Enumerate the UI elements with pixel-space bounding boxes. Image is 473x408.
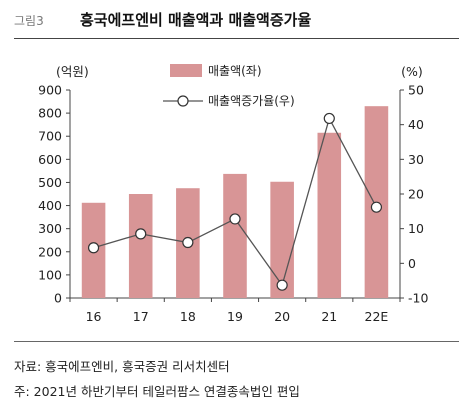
x-tick-label: 22E	[365, 309, 389, 324]
left-axis-unit: (억원)	[56, 64, 89, 79]
x-tick-label: 20	[274, 309, 290, 324]
growth-rate-point	[276, 279, 288, 291]
left-tick-label: 300	[38, 221, 62, 236]
left-tick-label: 700	[38, 129, 62, 144]
figure-title: 흥국에프엔비 매출액과 매출액증가율	[80, 11, 312, 29]
right-tick-label: 30	[408, 152, 424, 167]
legend: 매출액(좌) 매출액증가율(우)	[163, 64, 295, 108]
bar-series	[81, 106, 389, 298]
right-tick-label: -10	[408, 291, 428, 306]
bottom-divider	[14, 341, 459, 342]
legend-bar-label: 매출액(좌)	[208, 64, 262, 78]
legend-bar-swatch	[170, 64, 202, 77]
left-tick-label: 900	[38, 83, 62, 98]
growth-rate-point	[182, 236, 194, 249]
left-tick-label: 800	[38, 106, 62, 121]
right-axis-unit: (%)	[401, 64, 423, 79]
x-tick-label: 18	[180, 309, 196, 324]
right-tick-label: 20	[408, 187, 424, 202]
x-tick-label: 21	[321, 309, 337, 324]
combo-chart: 0 100 200 300 400 500 600 700 800 900 -10 0 10 20 30 40…	[38, 64, 428, 324]
left-tick-label: 500	[38, 175, 62, 190]
growth-rate-point	[323, 112, 335, 125]
x-tick-label: 17	[133, 309, 149, 324]
x-tick-label: 19	[227, 309, 243, 324]
right-tick-label: 40	[408, 117, 424, 132]
legend-line-label: 매출액증가율(우)	[208, 94, 295, 108]
top-divider	[14, 38, 459, 39]
left-tick-label: 200	[38, 244, 62, 259]
figure-label: 그림3	[14, 14, 44, 28]
footnote: 주: 2021년 하반기부터 테일러팜스 연결종속법인 편입	[14, 384, 300, 399]
legend-line-marker	[177, 95, 189, 107]
line-series	[87, 112, 383, 291]
left-tick-label: 0	[54, 291, 62, 306]
right-tick-label: 10	[408, 221, 424, 236]
growth-rate-point	[229, 213, 241, 225]
growth-rate-point	[87, 242, 100, 254]
growth-rate-point	[135, 228, 147, 240]
revenue-bar	[223, 173, 247, 298]
x-tick-label: 16	[86, 309, 102, 324]
growth-rate-point	[370, 201, 383, 213]
revenue-bar	[317, 132, 342, 298]
right-tick-label: 0	[408, 256, 416, 271]
source-note: 자료: 흥국에프엔비, 흥국증권 리서치센터	[14, 359, 230, 374]
left-tick-label: 600	[38, 152, 62, 167]
left-tick-label: 100	[38, 267, 62, 282]
axes: 0 100 200 300 400 500 600 700 800 900 -10 0 10 20 30 40…	[38, 64, 428, 324]
right-tick-label: 50	[408, 83, 424, 98]
revenue-bar	[128, 194, 153, 298]
revenue-bar	[270, 181, 294, 298]
left-tick-label: 400	[38, 198, 62, 213]
